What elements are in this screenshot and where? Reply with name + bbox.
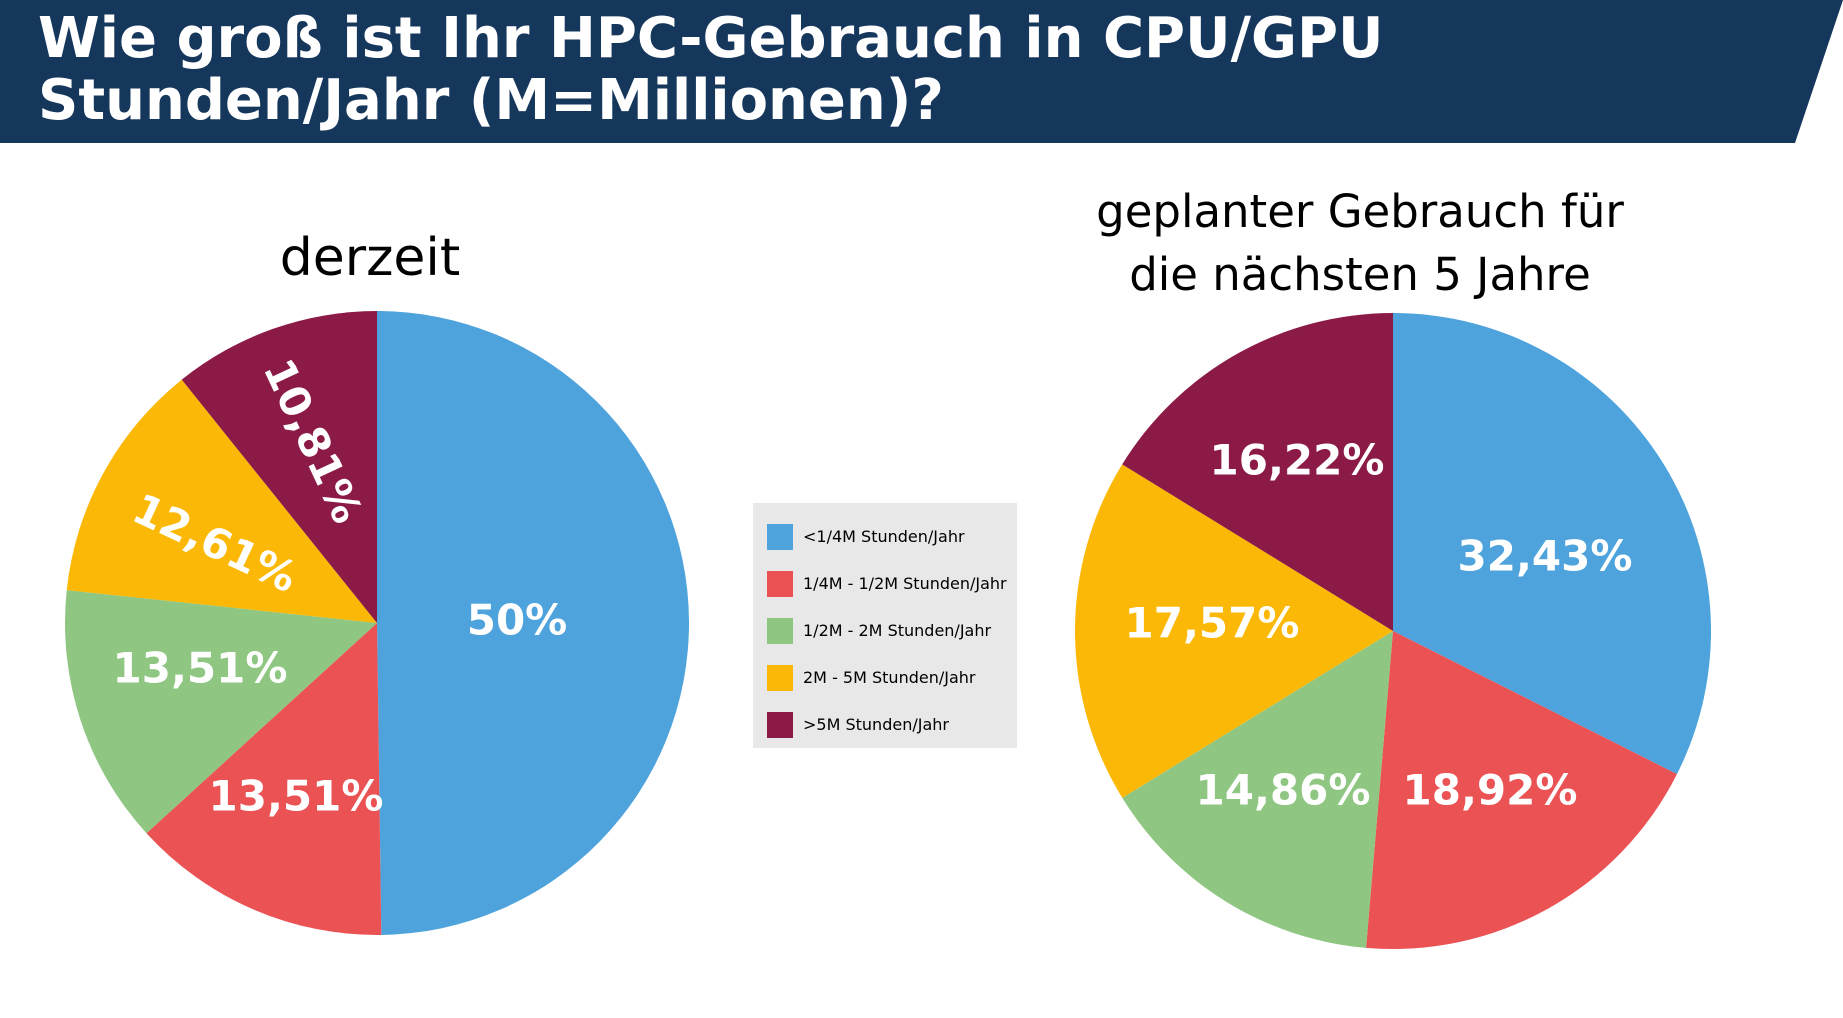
planned-data-label: 16,22% — [1210, 436, 1385, 485]
current-slice — [66, 379, 377, 623]
current-slice — [181, 311, 377, 623]
legend-item: 1/4M - 1/2M Stunden/Jahr — [767, 560, 1017, 607]
legend-item: 2M - 5M Stunden/Jahr — [767, 654, 1017, 701]
current-slice — [146, 623, 382, 935]
planned-data-label: 14,86% — [1196, 766, 1371, 815]
planned-data-label: 17,57% — [1125, 599, 1300, 648]
planned-data-label: 18,92% — [1403, 766, 1578, 815]
right-chart-title: geplanter Gebrauch für die nächsten 5 Ja… — [1070, 180, 1650, 306]
current-data-label: 13,51% — [113, 644, 288, 693]
legend-swatch — [767, 617, 793, 644]
legend-label: 2M - 5M Stunden/Jahr — [803, 668, 976, 687]
legend-item: >5M Stunden/Jahr — [767, 701, 1017, 748]
page-title: Wie groß ist Ihr HPC-Gebrauch in CPU/GPU… — [38, 8, 1738, 132]
planned-slice — [1075, 464, 1393, 798]
legend-swatch — [767, 523, 793, 550]
legend-item: 1/2M - 2M Stunden/Jahr — [767, 607, 1017, 654]
legend-swatch — [767, 711, 793, 738]
legend-label: <1/4M Stunden/Jahr — [803, 527, 965, 546]
planned-slice — [1393, 313, 1711, 775]
current-slice — [65, 590, 377, 834]
legend-swatch — [767, 570, 793, 597]
right-chart-title-line-2: die nächsten 5 Jahre — [1129, 248, 1591, 301]
legend-label: 1/2M - 2M Stunden/Jahr — [803, 621, 992, 640]
legend-item: <1/4M Stunden/Jahr — [767, 513, 1017, 560]
current-data-label: 50% — [467, 596, 568, 645]
legend-swatch — [767, 664, 793, 691]
legend: <1/4M Stunden/Jahr 1/4M - 1/2M Stunden/J… — [753, 503, 1017, 748]
title-line-2: Stunden/Jahr (M=Millionen)? — [38, 68, 944, 133]
left-chart-title: derzeit — [279, 228, 461, 288]
header-banner — [0, 0, 1843, 143]
legend-label: >5M Stunden/Jahr — [803, 715, 949, 734]
legend-label: 1/4M - 1/2M Stunden/Jahr — [803, 574, 1007, 593]
planned-slice — [1366, 631, 1677, 949]
planned-slice — [1122, 313, 1393, 631]
planned-slice — [1122, 631, 1393, 948]
right-chart-title-line-1: geplanter Gebrauch für — [1096, 185, 1624, 238]
current-data-label: 13,51% — [209, 772, 384, 821]
planned-data-label: 32,43% — [1458, 532, 1633, 581]
title-line-1: Wie groß ist Ihr HPC-Gebrauch in CPU/GPU — [38, 6, 1384, 71]
current-slice — [377, 311, 690, 935]
